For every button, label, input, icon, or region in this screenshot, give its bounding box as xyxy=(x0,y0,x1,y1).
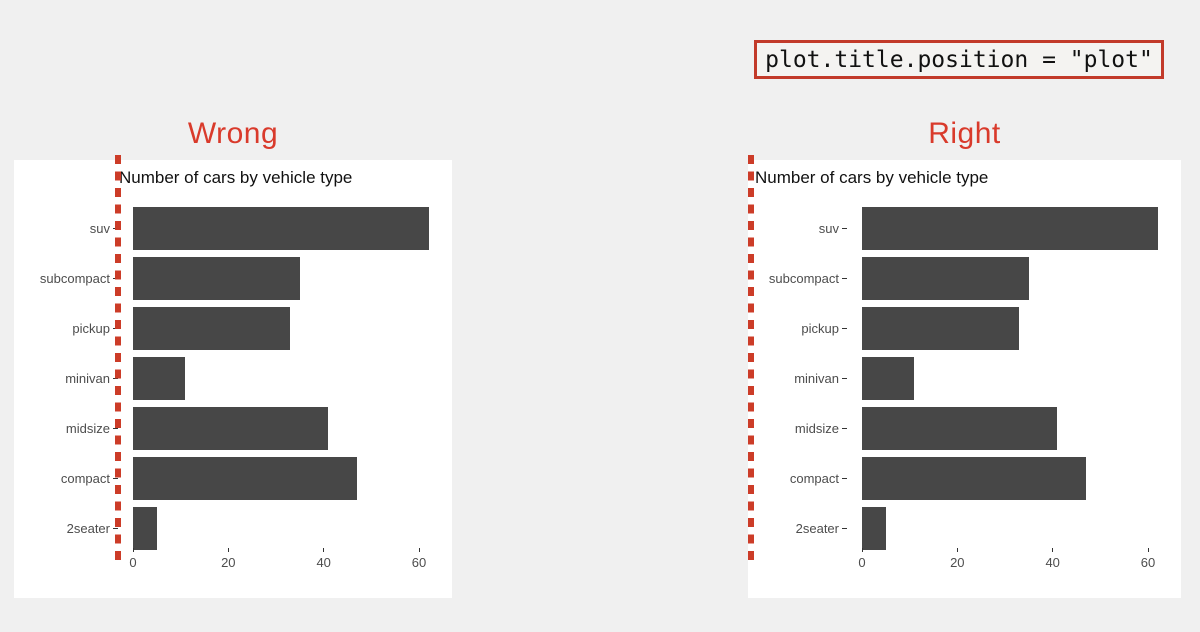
y-tick-mark xyxy=(842,277,847,279)
category-label-compact: compact xyxy=(789,470,839,486)
bar-track xyxy=(133,356,452,400)
bar-subcompact xyxy=(862,256,1029,300)
x-tick-mark xyxy=(1147,548,1149,552)
bar-midsize xyxy=(862,406,1058,450)
title-position-guide-line xyxy=(748,155,754,567)
bar-pickup xyxy=(133,306,291,350)
chart-row: minivan xyxy=(14,353,452,403)
category-label-pickup: pickup xyxy=(801,320,839,336)
x-tick-label: 0 xyxy=(129,555,137,570)
x-tick-label: 0 xyxy=(858,555,866,570)
bar-pickup xyxy=(862,306,1020,350)
category-label-minivan: minivan xyxy=(65,370,110,386)
x-tick-mark xyxy=(132,548,134,552)
plot-panel-wrong: Number of cars by vehicle type suv subcom… xyxy=(14,155,452,598)
x-tick-label: 20 xyxy=(221,555,236,570)
bar-track xyxy=(862,306,1181,350)
category-label-pickup: pickup xyxy=(72,320,110,336)
category-label-midsize: midsize xyxy=(794,420,839,436)
bar-track xyxy=(133,206,452,250)
chart-row: compact xyxy=(14,453,452,503)
chart-block-right: Right Number of cars by vehicle type suv… xyxy=(748,108,1181,598)
y-tick-mark xyxy=(842,227,847,229)
bar-track xyxy=(133,306,452,350)
bar-minivan xyxy=(133,356,186,400)
chart-heading-wrong: Wrong xyxy=(187,117,279,150)
bar-track xyxy=(862,256,1181,300)
chart-row: 2seater xyxy=(748,503,1181,553)
bar-subcompact xyxy=(133,256,300,300)
x-tick-mark xyxy=(1052,548,1054,552)
title-position-guide-line xyxy=(115,155,121,567)
chart-row: pickup xyxy=(748,303,1181,353)
category-label-suv: suv xyxy=(818,220,839,236)
chart-rows: suv subcompact pickup minivan midsize compact… xyxy=(748,203,1181,553)
chart-row: minivan xyxy=(748,353,1181,403)
chart-row: pickup xyxy=(14,303,452,353)
bar-minivan xyxy=(862,356,915,400)
bar-track xyxy=(133,456,452,500)
x-tick-label: 40 xyxy=(316,555,331,570)
bar-track xyxy=(133,406,452,450)
category-label-2seater: 2seater xyxy=(66,520,110,536)
x-tick-label: 40 xyxy=(1045,555,1060,570)
category-label-compact: compact xyxy=(60,470,110,486)
chart-row: subcompact xyxy=(748,253,1181,303)
chart-row: midsize xyxy=(14,403,452,453)
x-tick-mark xyxy=(956,548,958,552)
category-label-midsize: midsize xyxy=(65,420,110,436)
category-label-2seater: 2seater xyxy=(795,520,839,536)
bar-compact xyxy=(133,456,357,500)
bar-2seater xyxy=(862,506,886,550)
chart-row: suv xyxy=(748,203,1181,253)
bar-track xyxy=(862,506,1181,550)
plot-panel-right: Number of cars by vehicle type suv subcom… xyxy=(748,155,1181,598)
category-label-minivan: minivan xyxy=(794,370,839,386)
x-tick-mark xyxy=(227,548,229,552)
chart-heading-right: Right xyxy=(928,117,1001,150)
chart-rows: suv subcompact pickup minivan midsize compact… xyxy=(14,203,452,553)
category-label-subcompact: subcompact xyxy=(39,270,110,286)
code-snippet-box: plot.title.position = "plot" xyxy=(754,40,1164,79)
chart-row: compact xyxy=(748,453,1181,503)
bar-2seater xyxy=(133,506,157,550)
bar-suv xyxy=(862,206,1158,250)
x-tick-mark xyxy=(861,548,863,552)
bar-track xyxy=(862,206,1181,250)
chart-block-wrong: Wrong Number of cars by vehicle type suv… xyxy=(14,108,452,598)
bar-suv xyxy=(133,206,429,250)
x-axis: 0 20 40 60 xyxy=(129,548,452,574)
x-tick-label: 60 xyxy=(1140,555,1156,570)
bar-track xyxy=(862,356,1181,400)
y-tick-mark xyxy=(842,527,847,529)
bar-track xyxy=(862,406,1181,450)
code-snippet-text: plot.title.position = "plot" xyxy=(765,46,1153,73)
y-tick-mark xyxy=(842,327,847,329)
chart-row: midsize xyxy=(748,403,1181,453)
x-axis: 0 20 40 60 xyxy=(858,548,1181,574)
plot-title: Number of cars by vehicle type xyxy=(755,168,989,187)
y-tick-mark xyxy=(842,377,847,379)
category-label-subcompact: subcompact xyxy=(768,270,839,286)
bar-track xyxy=(133,256,452,300)
category-label-suv: suv xyxy=(89,220,110,236)
y-tick-mark xyxy=(842,427,847,429)
y-tick-mark xyxy=(842,477,847,479)
x-tick-label: 20 xyxy=(950,555,965,570)
x-tick-mark xyxy=(418,548,420,552)
x-tick-label: 60 xyxy=(411,555,427,570)
bar-track xyxy=(862,456,1181,500)
chart-row: 2seater xyxy=(14,503,452,553)
plot-title: Number of cars by vehicle type xyxy=(119,168,353,187)
bar-midsize xyxy=(133,406,329,450)
chart-row: suv xyxy=(14,203,452,253)
x-tick-mark xyxy=(323,548,325,552)
bar-track xyxy=(133,506,452,550)
bar-compact xyxy=(862,456,1086,500)
chart-row: subcompact xyxy=(14,253,452,303)
